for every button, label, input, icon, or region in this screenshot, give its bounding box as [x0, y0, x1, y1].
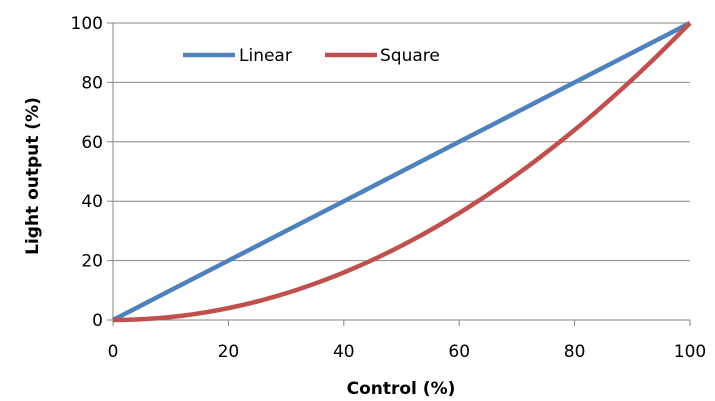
x-tick-label-80: 80 — [564, 342, 586, 362]
gridlines — [113, 22, 690, 262]
y-tick-label-100: 100 — [71, 14, 103, 34]
x-tick-label-0: 0 — [108, 342, 119, 362]
legend-label-square: Square — [380, 46, 440, 66]
x-tick-label-20: 20 — [218, 342, 240, 362]
y-axis-title: Light output (%) — [23, 97, 43, 255]
tick-labels: 0 20 40 60 80 100 0 20 40 60 80 100 — [71, 14, 707, 362]
legend-label-linear: Linear — [239, 46, 292, 66]
series-line-square — [112, 21, 692, 323]
y-tick-label-40: 40 — [81, 192, 103, 212]
x-axis-title: Control (%) — [347, 379, 456, 399]
x-tick-label-100: 100 — [674, 342, 706, 362]
y-tick-label-60: 60 — [81, 133, 103, 153]
legend: Linear Square — [183, 46, 440, 66]
series-lines — [111, 20, 692, 323]
series-line-linear — [111, 20, 692, 323]
y-tick-label-80: 80 — [81, 73, 103, 93]
y-tick-label-0: 0 — [92, 311, 103, 331]
axes — [107, 22, 691, 326]
x-tick-label-60: 60 — [448, 342, 470, 362]
x-tick-label-40: 40 — [333, 342, 355, 362]
y-tick-label-20: 20 — [81, 252, 103, 272]
